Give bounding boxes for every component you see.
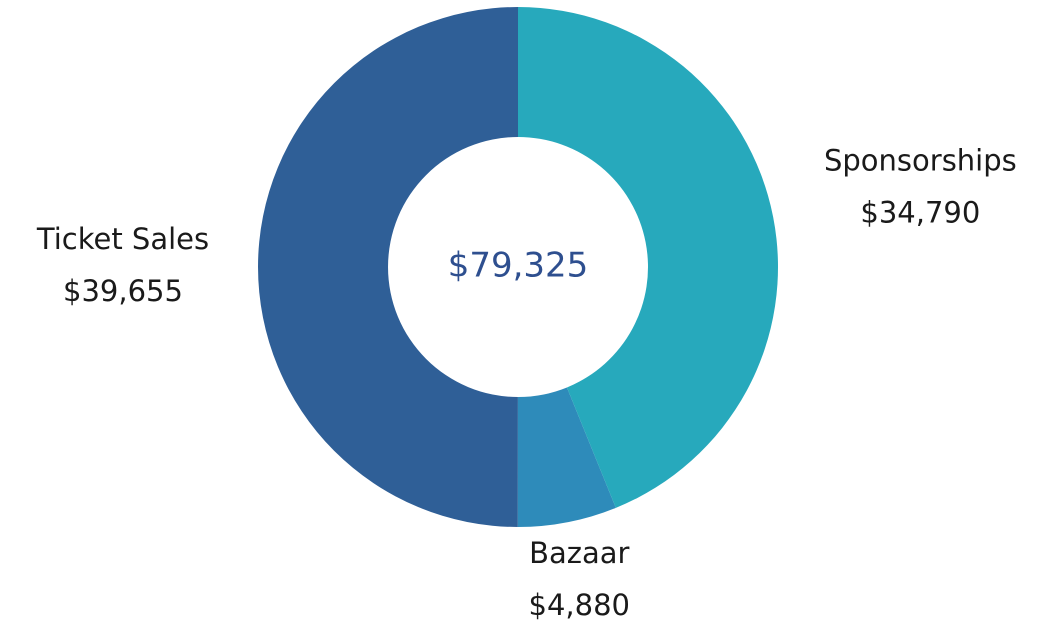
slice-label: Bazaar: [529, 536, 629, 570]
donut-slice: [517, 387, 616, 527]
slice-label: Ticket Sales: [36, 222, 209, 256]
donut-slice: [518, 7, 778, 508]
slice-label: Sponsorships: [824, 143, 1017, 177]
slice-value-label: $39,655: [63, 274, 183, 308]
slice-value-label: $34,790: [860, 195, 980, 229]
slice-value-label: $4,880: [529, 588, 630, 622]
center-total: $79,325: [448, 246, 589, 286]
donut-slice: [258, 7, 518, 527]
